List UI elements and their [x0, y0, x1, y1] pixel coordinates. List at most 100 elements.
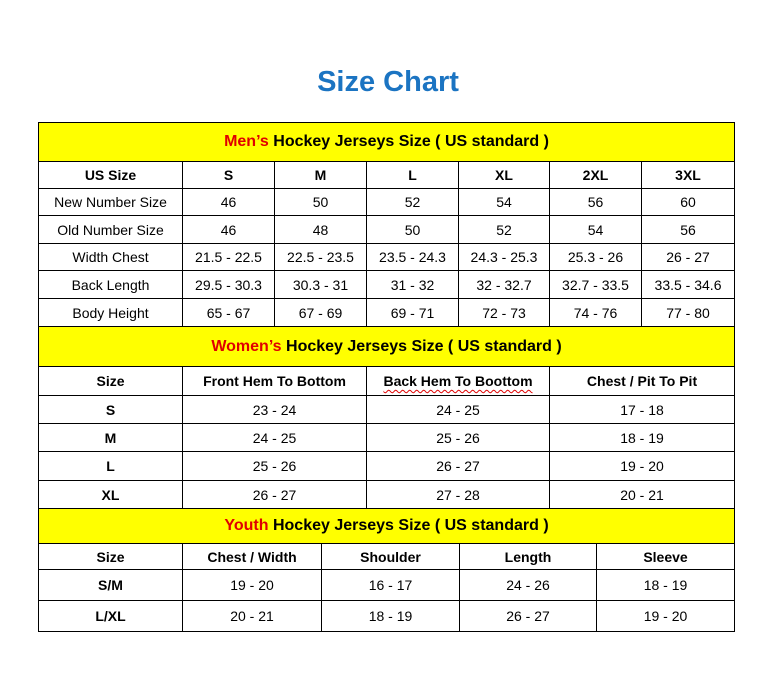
row-label: L — [38, 451, 183, 481]
table-cell: 18 - 19 — [595, 569, 736, 601]
table-cell: 65 - 67 — [182, 298, 275, 327]
table-row: L 25 - 26 26 - 27 19 - 20 — [38, 451, 736, 481]
table-cell: 24 - 26 — [459, 569, 597, 601]
table-cell: 26 - 27 — [459, 600, 597, 632]
row-label: M — [38, 423, 183, 452]
row-label: S — [38, 395, 183, 424]
page-title: Size Chart — [317, 66, 459, 98]
men-column-header: 3XL — [640, 161, 736, 189]
table-cell: 52 — [366, 188, 459, 216]
table-cell: 27 - 28 — [366, 480, 550, 509]
table-cell: 52 — [458, 215, 550, 244]
women-banner-text: Hockey Jerseys Size ( US standard ) — [281, 337, 562, 355]
table-cell: 50 — [366, 215, 459, 244]
table-cell: 56 — [640, 215, 736, 244]
youth-column-header: Length — [459, 543, 597, 570]
table-cell: 23 - 24 — [182, 395, 367, 424]
men-banner: Men’s Hockey Jerseys Size ( US standard … — [37, 122, 736, 162]
table-cell: 16 - 17 — [321, 569, 460, 601]
men-column-header: M — [274, 161, 367, 189]
table-cell: 77 - 80 — [640, 298, 736, 327]
table-cell: 54 — [458, 188, 550, 216]
table-cell: 25.3 - 26 — [549, 243, 642, 271]
row-label: L/XL — [38, 600, 183, 632]
women-column-header: Back Hem To Boottom — [366, 366, 550, 396]
women-column-header: Size — [38, 366, 183, 396]
table-cell: 54 — [549, 215, 642, 244]
men-size-table: Men’s Hockey Jerseys Size ( US standard … — [37, 122, 736, 327]
table-cell: 32 - 32.7 — [458, 270, 550, 299]
youth-banner-text: Hockey Jerseys Size ( US standard ) — [268, 517, 549, 534]
table-cell: 26 - 27 — [366, 451, 550, 481]
table-cell: 30.3 - 31 — [274, 270, 367, 299]
table-cell: 56 — [549, 188, 642, 216]
table-cell: 19 - 20 — [548, 451, 736, 481]
table-cell: 24.3 - 25.3 — [458, 243, 550, 271]
table-row: M 24 - 25 25 - 26 18 - 19 — [38, 423, 736, 452]
row-label: XL — [38, 480, 183, 509]
table-cell: 25 - 26 — [366, 423, 550, 452]
table-cell: 74 - 76 — [549, 298, 642, 327]
column-header-label: S — [223, 167, 234, 183]
table-cell: 26 - 27 — [182, 480, 367, 509]
column-header-label: Length — [504, 548, 552, 565]
table-cell: 31 - 32 — [366, 270, 459, 299]
women-banner-accent: Women’s — [211, 337, 282, 355]
youth-size-table: Youth Hockey Jerseys Size ( US standard … — [37, 508, 736, 632]
column-header-label: Sleeve — [643, 548, 688, 565]
women-banner: Women’s Hockey Jerseys Size ( US standar… — [37, 326, 736, 367]
table-cell: 24 - 25 — [366, 395, 550, 424]
table-row: Back Length 29.5 - 30.3 30.3 - 31 31 - 32 32… — [38, 270, 736, 299]
column-header-label: Back Hem To Boottom — [383, 373, 533, 389]
men-column-header: US Size — [38, 161, 183, 189]
table-cell: 23.5 - 24.3 — [366, 243, 459, 271]
table-cell: 24 - 25 — [182, 423, 367, 452]
table-cell: 25 - 26 — [182, 451, 367, 481]
column-header-label: M — [314, 167, 327, 183]
table-cell: 46 — [182, 215, 275, 244]
table-cell: 33.5 - 34.6 — [640, 270, 736, 299]
youth-column-header: Size — [38, 543, 183, 570]
youth-column-header: Sleeve — [595, 543, 736, 570]
table-cell: 50 — [274, 188, 367, 216]
women-size-table: Women’s Hockey Jerseys Size ( US standar… — [37, 326, 736, 509]
youth-banner-accent: Youth — [224, 517, 269, 534]
men-column-header: L — [366, 161, 459, 189]
women-column-header: Chest / Pit To Pit — [548, 366, 736, 396]
row-label: New Number Size — [38, 188, 183, 216]
youth-banner: Youth Hockey Jerseys Size ( US standard … — [37, 508, 736, 544]
table-cell: 19 - 20 — [595, 600, 736, 632]
table-row: L/XL 20 - 21 18 - 19 26 - 27 19 - 20 — [38, 600, 736, 632]
youth-column-header: Chest / Width — [182, 543, 322, 570]
column-header-label: US Size — [84, 167, 137, 183]
table-cell: 46 — [182, 188, 275, 216]
table-cell: 18 - 19 — [321, 600, 460, 632]
table-cell: 17 - 18 — [548, 395, 736, 424]
men-column-header: S — [182, 161, 275, 189]
table-cell: 60 — [640, 188, 736, 216]
table-cell: 67 - 69 — [274, 298, 367, 327]
table-cell: 72 - 73 — [458, 298, 550, 327]
column-header-label: Front Hem To Bottom — [203, 373, 346, 389]
table-cell: 20 - 21 — [182, 600, 322, 632]
row-label: Back Length — [38, 270, 183, 299]
column-header-label: Chest / Width — [207, 548, 297, 565]
table-row: Width Chest 21.5 - 22.5 22.5 - 23.5 23.5 - … — [38, 243, 736, 271]
table-cell: 20 - 21 — [548, 480, 736, 509]
table-cell: 18 - 19 — [548, 423, 736, 452]
men-banner-text: Hockey Jerseys Size ( US standard ) — [268, 133, 549, 150]
column-header-label: Size — [96, 548, 125, 565]
table-cell: 26 - 27 — [640, 243, 736, 271]
table-cell: 19 - 20 — [182, 569, 322, 601]
women-header-row: Size Front Hem To Bottom Back Hem To Boott… — [38, 366, 736, 396]
column-header-label: Size — [96, 373, 125, 389]
table-row: Old Number Size 46 48 50 52 54 56 — [38, 215, 736, 244]
row-label: Body Height — [38, 298, 183, 327]
table-cell: 48 — [274, 215, 367, 244]
row-label: S/M — [38, 569, 183, 601]
table-row: XL 26 - 27 27 - 28 20 - 21 — [38, 480, 736, 509]
women-column-header: Front Hem To Bottom — [182, 366, 367, 396]
table-cell: 21.5 - 22.5 — [182, 243, 275, 271]
table-cell: 29.5 - 30.3 — [182, 270, 275, 299]
men-banner-accent: Men’s — [224, 133, 269, 150]
